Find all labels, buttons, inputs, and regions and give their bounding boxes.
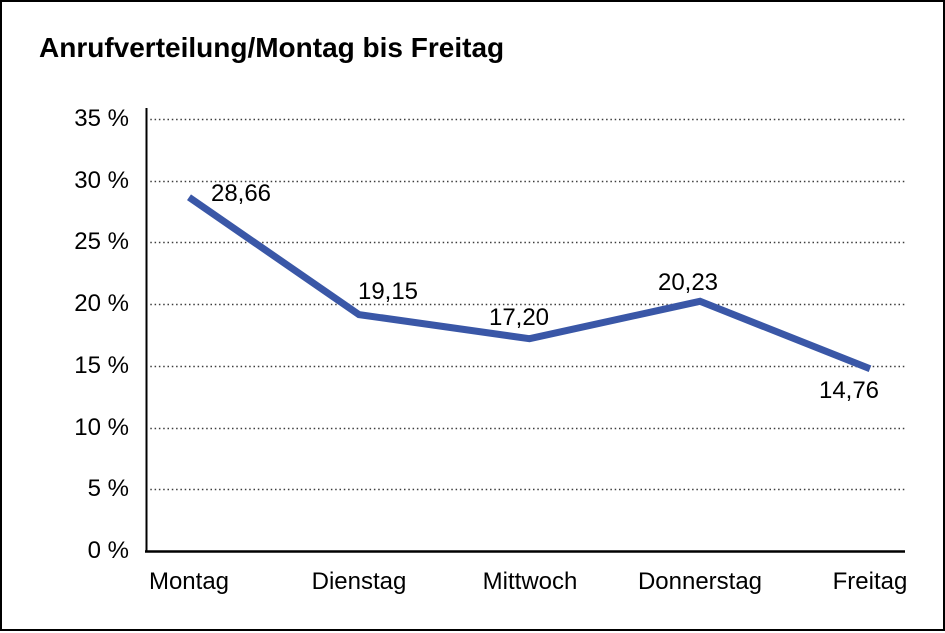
chart-title: Anrufverteilung/Montag bis Freitag bbox=[39, 32, 505, 63]
data-series-line bbox=[187, 194, 872, 373]
